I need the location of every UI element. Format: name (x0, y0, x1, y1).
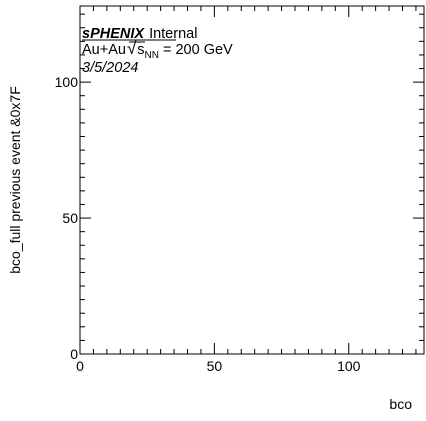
plot-frame (79, 5, 425, 355)
status-label: Internal (149, 26, 197, 42)
collision-energy: = 200 GeV (163, 42, 233, 58)
experiment-name: sPHENIX (82, 26, 145, 42)
collision-system: Au+Au (82, 42, 126, 58)
y-tick-label: 0 (70, 346, 78, 362)
y-axis-label: bco_full previous event &0x7F (7, 86, 23, 274)
s-letter: s (137, 42, 144, 58)
x-tick-label: 0 (76, 358, 84, 374)
s-subscript: NN (145, 50, 159, 61)
x-tick-label: 50 (207, 358, 223, 374)
experiment-label: sPHENIX Internal (82, 26, 197, 42)
collision-label: Au+Au√sNN = 200 GeV (82, 39, 233, 61)
y-tick-label: 100 (55, 74, 79, 90)
y-tick-label: 50 (62, 210, 78, 226)
x-tick-label: 100 (337, 358, 361, 374)
x-axis: 0 50 100 (76, 6, 417, 374)
x-axis-label: bco (389, 396, 412, 412)
date-label: 3/5/2024 (82, 60, 138, 76)
y-axis: 0 50 100 (55, 13, 424, 362)
sqrt-symbol: √ (127, 39, 137, 58)
